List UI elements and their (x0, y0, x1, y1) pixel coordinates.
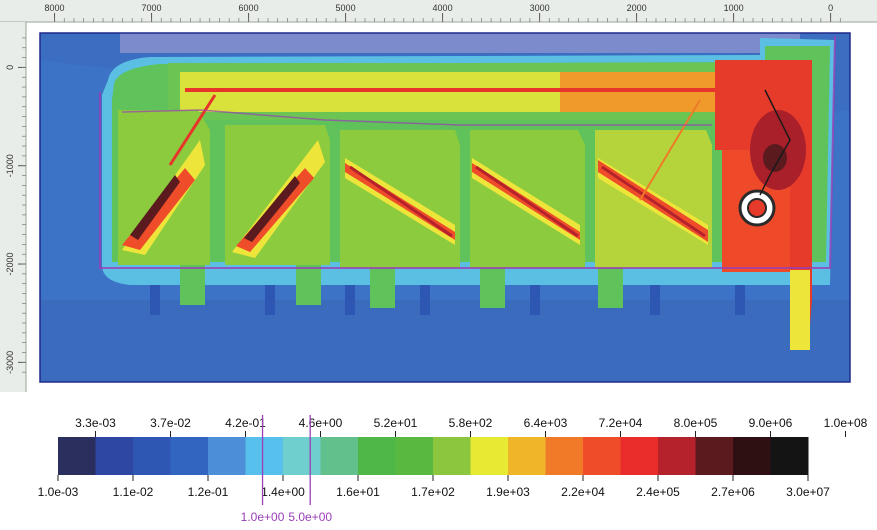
colorbar-swatch (208, 437, 246, 475)
x-tick-label: 3000 (530, 3, 550, 13)
hotspot-inner (763, 144, 787, 172)
wall-stubs (150, 285, 745, 315)
colorbar-swatch (245, 437, 284, 475)
colorbar-top-label: 9.0e+06 (749, 416, 793, 430)
x-tick-label: 2000 (627, 3, 647, 13)
contour-marker-label: 1.0e+00 (241, 510, 285, 524)
colorbar-bottom-label: 1.2e-01 (188, 485, 229, 499)
colorbar-swatch (695, 437, 734, 475)
beam-path (759, 89, 791, 196)
x-tick-label: 1000 (724, 3, 744, 13)
room-5 (595, 99, 712, 308)
colorbar-top-label: 7.2e+04 (599, 416, 643, 430)
x-tick-label: 0 (828, 3, 833, 13)
colorbar-swatch (658, 437, 696, 475)
room-1 (118, 94, 217, 305)
y-tick-label: -2000 (5, 253, 15, 276)
colorbar-swatch (358, 437, 396, 475)
colorbar-top-label: 8.0e+05 (674, 416, 718, 430)
colorbar-bottom-label: 2.2e+04 (561, 485, 605, 499)
colorbar-top-label: 1.0e+08 (824, 416, 868, 430)
colorbar-swatch (620, 437, 659, 475)
colorbar-swatch (170, 437, 209, 475)
top-halo-band (120, 33, 800, 53)
colorbar-bottom-label: 1.0e-03 (38, 485, 79, 499)
colorbar-bottom-label: 1.1e-02 (113, 485, 154, 499)
colorbar-swatch (283, 437, 321, 475)
colorbar-top-label: 3.3e-03 (75, 416, 116, 430)
colorbar-top-label: 6.4e+03 (524, 416, 568, 430)
colorbar-swatch (58, 437, 96, 475)
colorbar-bottom-label: 1.6e+01 (336, 485, 380, 499)
top-ruler[interactable] (0, 0, 877, 22)
colorbar-top-label: 5.8e+02 (449, 416, 493, 430)
colorbar-top-label: 5.2e+01 (374, 416, 418, 430)
x-tick-label: 7000 (142, 3, 162, 13)
colorbar-swatch (583, 437, 621, 475)
dose-map-plot (40, 33, 850, 382)
contour-marker-label: 5.0e+00 (288, 510, 332, 524)
colorbar-swatch (133, 437, 171, 475)
colorbar-swatch (770, 437, 809, 475)
lower-field-shade (40, 300, 850, 382)
colorbar-bottom-label: 1.4e+00 (261, 485, 305, 499)
room-2 (225, 125, 330, 305)
colorbar-swatch (433, 437, 471, 475)
x-tick-label: 6000 (239, 3, 259, 13)
colorbar-bottom-label: 1.9e+03 (486, 485, 530, 499)
colorbar-bottom-label: 2.4e+05 (636, 485, 680, 499)
y-tick-label: 0 (5, 65, 15, 70)
plot-frame (39, 32, 851, 383)
colorbar-bottom-label: 2.7e+06 (711, 485, 755, 499)
room-3 (340, 130, 460, 308)
colorbar-bottom-label: 3.0e+07 (786, 485, 830, 499)
y-tick-label: -1000 (5, 154, 15, 177)
room-4 (470, 130, 585, 308)
colorbar-swatch (95, 437, 134, 475)
x-tick-label: 8000 (45, 3, 65, 13)
colorbar-swatch (395, 437, 434, 475)
y-tick-label: -3000 (5, 351, 15, 374)
colorbar-swatch (508, 437, 546, 475)
colorbar-top-label: 3.7e-02 (150, 416, 191, 430)
target-center (747, 198, 767, 218)
x-tick-label: 4000 (433, 3, 453, 13)
colorbar-top-label: 4.2e-01 (225, 416, 266, 430)
colorbar-swatch (320, 437, 359, 475)
colorbar (58, 437, 809, 475)
colorbar-top-label: 4.6e+00 (299, 416, 343, 430)
contour-inner (121, 109, 712, 126)
colorbar-swatch (733, 437, 771, 475)
left-ruler[interactable] (0, 22, 26, 392)
contour-outline (99, 35, 836, 269)
colorbar-swatch (545, 437, 584, 475)
labyrinth-exit (790, 270, 810, 350)
x-tick-label: 5000 (336, 3, 356, 13)
colorbar-bottom-label: 1.7e+02 (411, 485, 455, 499)
colorbar-swatch (470, 437, 509, 475)
